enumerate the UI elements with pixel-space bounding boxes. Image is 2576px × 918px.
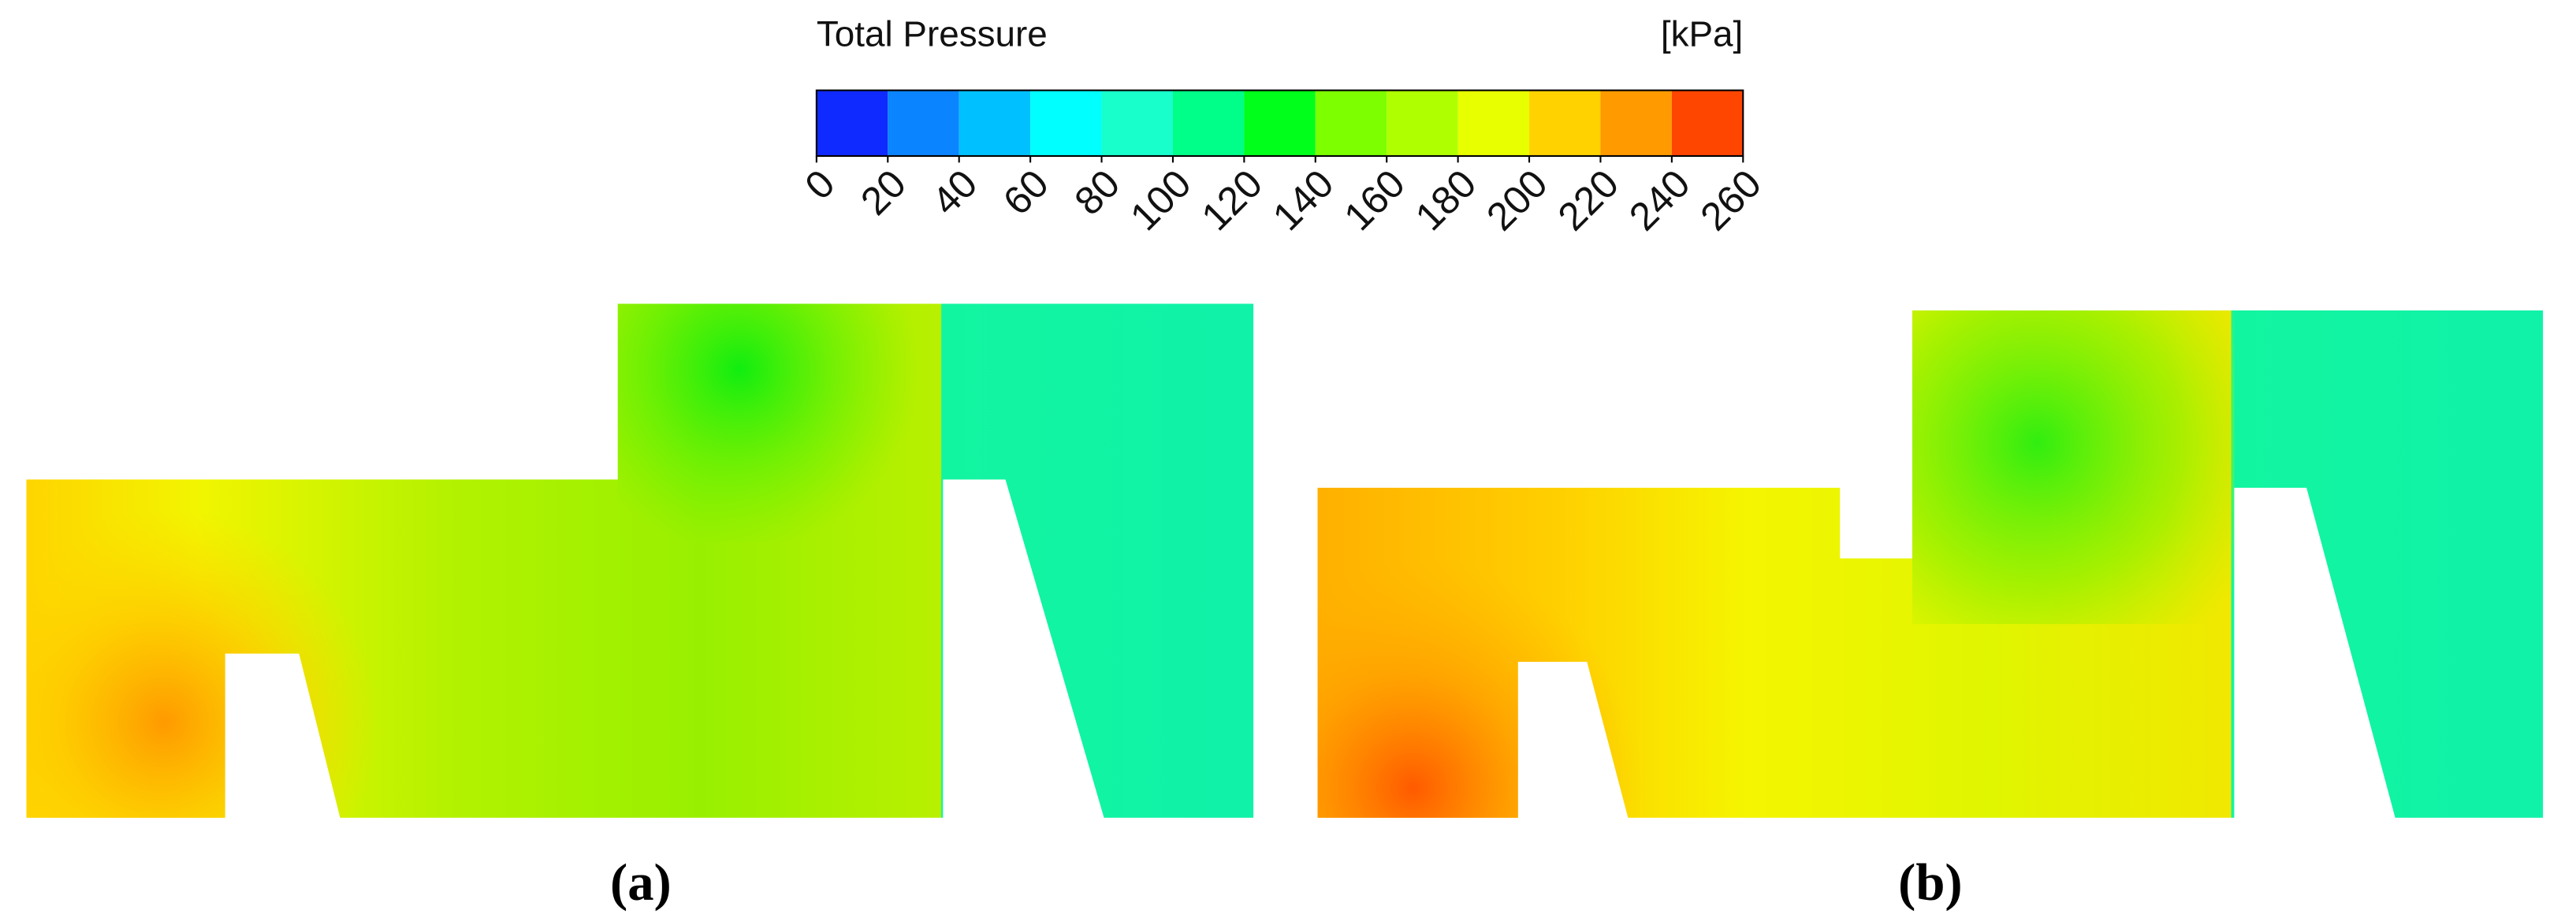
colorbar-title: Total Pressure (817, 13, 1048, 54)
colorbar-segment (1030, 90, 1102, 156)
panel-label: (b) (1898, 854, 1963, 912)
colorbar-segment (888, 90, 959, 156)
tick-label: 60 (995, 162, 1057, 224)
tick-label: 40 (924, 162, 986, 224)
tick-label: 100 (1122, 162, 1200, 240)
tick-label: 0 (796, 162, 843, 208)
tick-label: 180 (1407, 162, 1485, 240)
contour-a (26, 303, 1254, 818)
tick-label: 240 (1621, 162, 1699, 240)
colorbar-segment (1244, 90, 1316, 156)
colorbar-segment (1671, 90, 1744, 156)
tick-label: 80 (1066, 162, 1128, 224)
tick-label: 120 (1193, 162, 1271, 240)
tick-label: 20 (852, 162, 914, 224)
colorbar-segment (1315, 90, 1387, 156)
contour-b (1317, 310, 2544, 818)
tick-label: 140 (1264, 162, 1342, 240)
colorbar-segment (1529, 90, 1601, 156)
colorbar-unit: [kPa] (1661, 13, 1743, 54)
tick-label: 260 (1692, 162, 1770, 240)
colorbar-segment (1457, 90, 1530, 156)
tick-label: 160 (1335, 162, 1413, 240)
tick-label: 220 (1550, 162, 1628, 240)
colorbar-segment (1600, 90, 1672, 156)
colorbar-segment (959, 90, 1031, 156)
colorbar-frame (815, 89, 1744, 158)
colorbar-segment (816, 90, 888, 156)
colorbar-segment (1172, 90, 1245, 156)
colorbar-segment (1101, 90, 1173, 156)
colorbar-segment (1387, 90, 1458, 156)
panel-label: (a) (610, 854, 672, 912)
tick-label: 200 (1478, 162, 1556, 240)
